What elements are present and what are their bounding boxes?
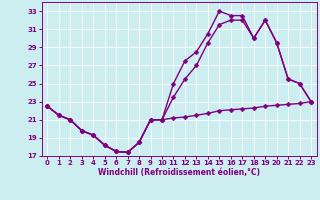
X-axis label: Windchill (Refroidissement éolien,°C): Windchill (Refroidissement éolien,°C) xyxy=(98,168,260,177)
